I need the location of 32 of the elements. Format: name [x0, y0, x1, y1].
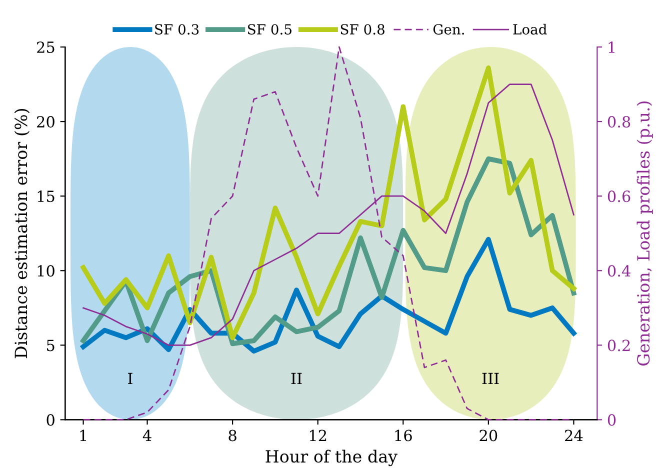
- band-label: III: [482, 372, 499, 384]
- y2-tick-label: 0.4: [608, 265, 630, 277]
- y-tick-label: 5: [47, 340, 54, 352]
- y-tick-label: 10: [38, 265, 54, 277]
- legend-label: SF 0.8: [340, 24, 384, 35]
- x-tick-label: 8: [228, 430, 236, 442]
- y2-tick-label: 0.2: [608, 340, 630, 352]
- y-tick-label: 0: [46, 414, 54, 426]
- y-tick-label: 15: [38, 190, 54, 202]
- x-tick-label: 12: [310, 430, 326, 442]
- legend-label: Load: [513, 24, 547, 35]
- band-label: II: [291, 372, 302, 384]
- y2-tick-label: 0: [608, 414, 616, 426]
- x-tick-label: 16: [395, 430, 412, 442]
- y2-axis-title: Generation, Load profiles (p.u.): [636, 102, 653, 366]
- y-tick-label: 20: [37, 116, 54, 128]
- line-series: [80, 236, 576, 354]
- x-tick-label: 20: [480, 430, 498, 442]
- legend-label: SF 0.5: [248, 24, 292, 35]
- line-series: [80, 156, 576, 346]
- legend-label: SF 0.3: [155, 24, 199, 35]
- x-tick-label: 24: [565, 430, 583, 442]
- y-tick-label: 25: [37, 41, 54, 54]
- y-axis-title: Distance estimation error (%): [14, 109, 30, 358]
- y2-tick-label: 1: [608, 41, 614, 53]
- legend-label: Gen.: [433, 24, 464, 35]
- x-axis-title: Hour of the day: [266, 450, 398, 466]
- y2-tick-label: 0.8: [608, 116, 630, 128]
- band-label: I: [128, 372, 132, 384]
- x-tick-label: 1: [80, 430, 86, 442]
- y2-tick-label: 0.6: [608, 190, 630, 202]
- x-tick-label: 4: [142, 430, 152, 442]
